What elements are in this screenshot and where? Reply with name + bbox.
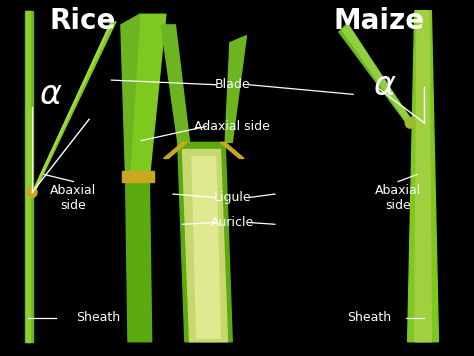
Polygon shape	[33, 21, 113, 192]
Polygon shape	[339, 25, 415, 125]
Text: Blade: Blade	[214, 78, 250, 91]
Text: α: α	[39, 78, 61, 111]
Polygon shape	[225, 36, 246, 142]
Polygon shape	[161, 25, 190, 142]
Polygon shape	[415, 11, 431, 342]
Polygon shape	[122, 171, 154, 182]
Text: α: α	[373, 69, 395, 102]
Polygon shape	[129, 14, 166, 178]
Polygon shape	[342, 25, 414, 125]
Polygon shape	[164, 142, 187, 158]
Text: Ligule: Ligule	[213, 191, 251, 204]
Polygon shape	[182, 150, 228, 342]
Polygon shape	[121, 14, 140, 178]
Polygon shape	[192, 157, 220, 338]
Ellipse shape	[27, 187, 37, 198]
Text: Auricle: Auricle	[210, 216, 254, 229]
Polygon shape	[408, 11, 438, 342]
Bar	[25, 11, 33, 342]
Text: Abaxial
side: Abaxial side	[50, 184, 97, 211]
Bar	[26, 11, 30, 342]
Ellipse shape	[405, 117, 415, 128]
Text: Sheath: Sheath	[76, 312, 120, 324]
Polygon shape	[220, 142, 244, 158]
Polygon shape	[178, 142, 232, 342]
Text: Adaxial side: Adaxial side	[194, 120, 270, 133]
Polygon shape	[126, 178, 152, 342]
Text: Sheath: Sheath	[347, 312, 391, 324]
Text: Abaxial
side: Abaxial side	[375, 184, 421, 211]
Text: Rice: Rice	[50, 7, 116, 35]
Text: Maize: Maize	[334, 7, 425, 35]
Polygon shape	[32, 21, 116, 192]
